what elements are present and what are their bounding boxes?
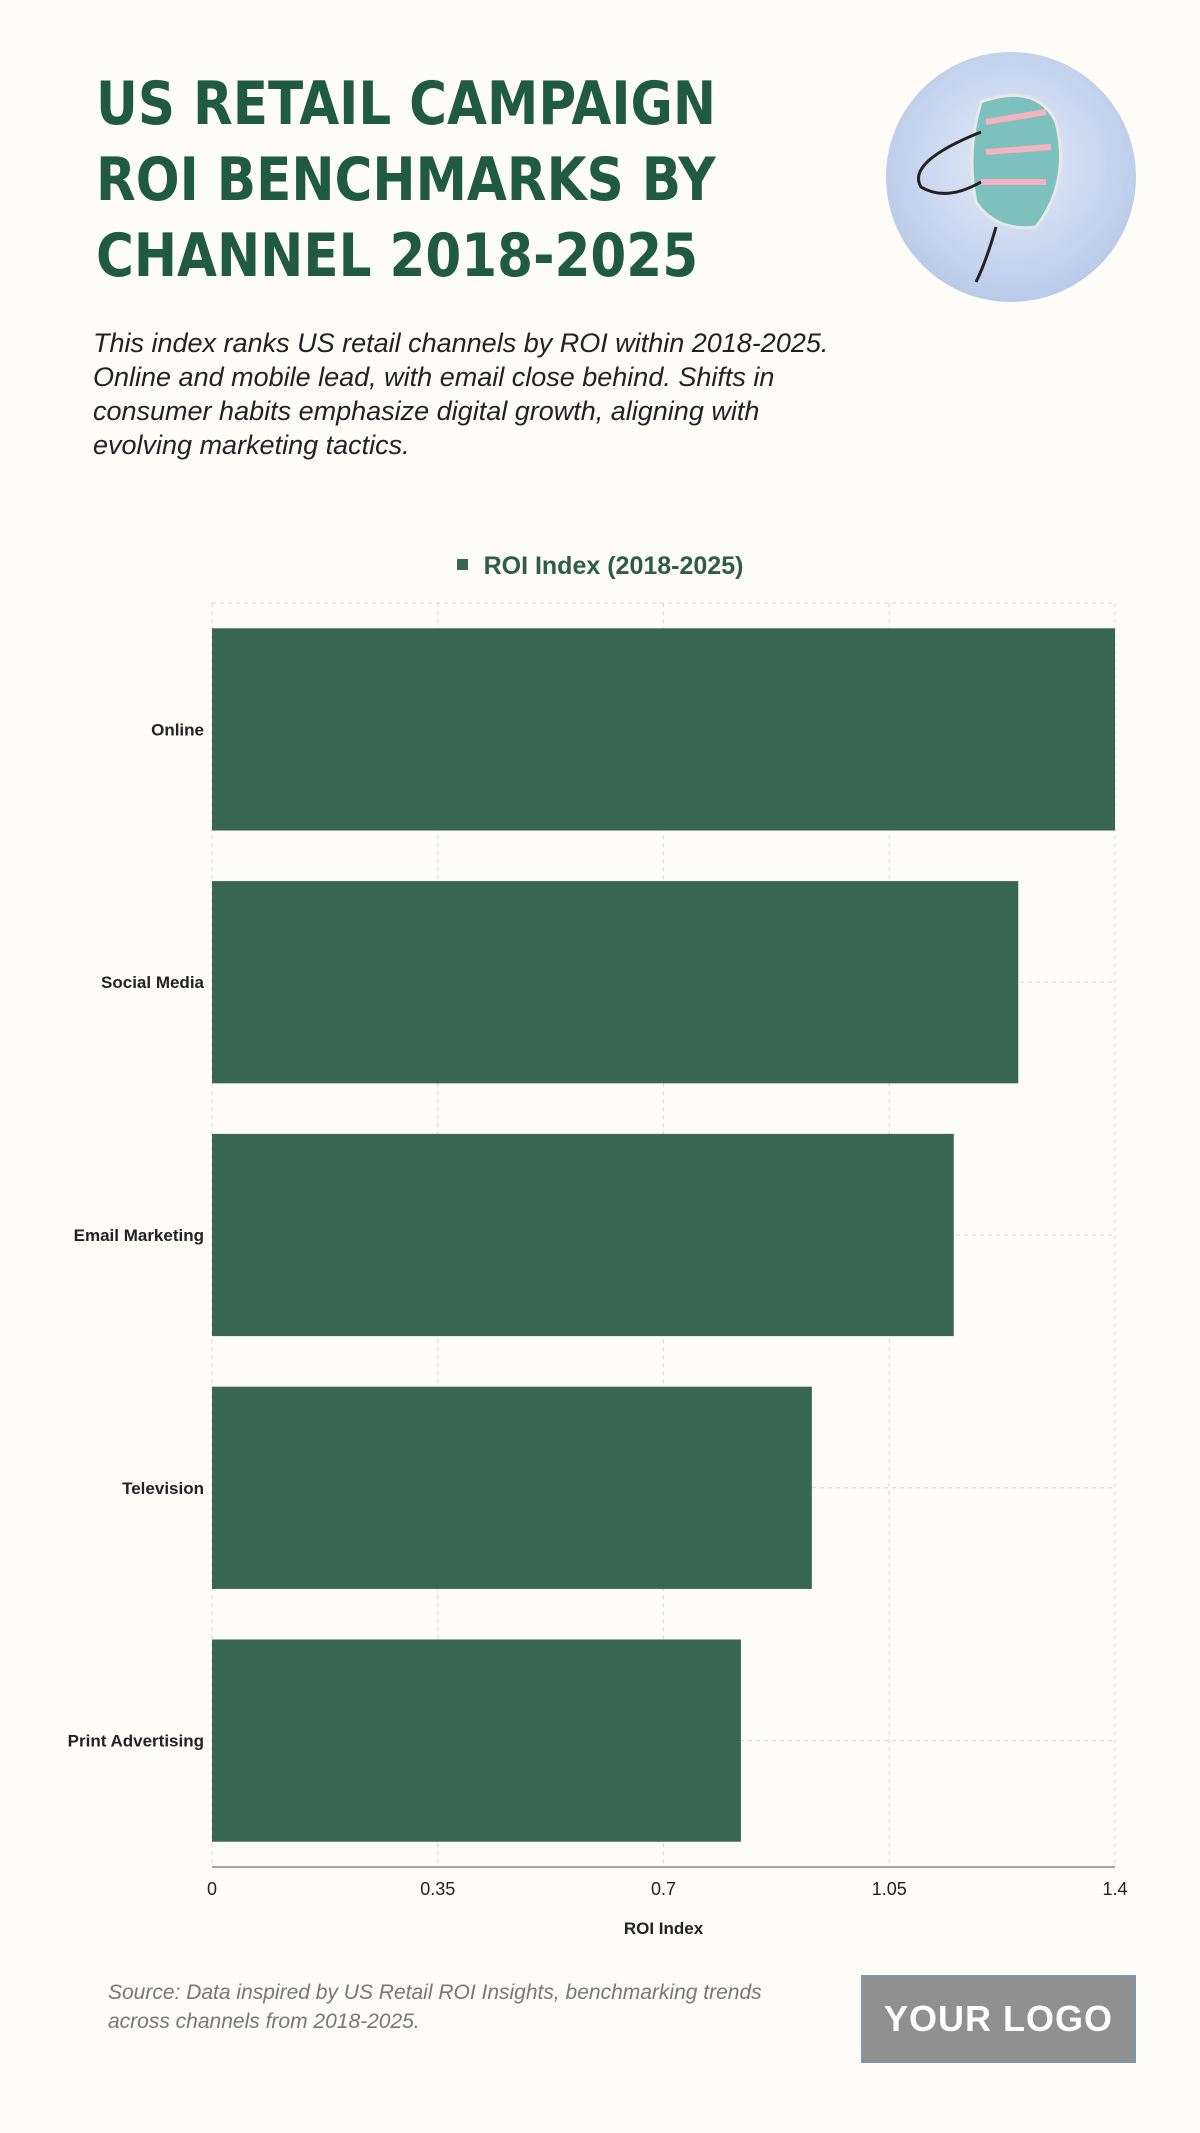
category-label: Print Advertising [68, 1732, 204, 1751]
source-note: Source: Data inspired by US Retail ROI I… [108, 1981, 762, 2033]
legend-swatch [456, 558, 468, 570]
face-mask-photo [886, 52, 1136, 302]
x-tick-label: 0 [207, 1879, 217, 1899]
bar-online [212, 628, 1115, 831]
category-label: Television [122, 1479, 204, 1498]
legend-label: ROI Index (2018-2025) [483, 552, 744, 580]
bar-email-marketing [212, 1133, 954, 1337]
chart-legend: ROI Index (2018-2025) [0, 552, 1200, 581]
x-tick-label: 0.7 [651, 1879, 676, 1899]
category-label: Online [151, 720, 204, 739]
category-label: Email Marketing [74, 1226, 204, 1245]
face-mask-icon [917, 93, 1062, 283]
x-tick-label: 0.35 [420, 1879, 455, 1899]
logo-placeholder: YOUR LOGO [861, 1975, 1136, 2063]
page-title: US Retail Campaign ROI Benchmarks by Cha… [96, 69, 717, 291]
x-tick-label: 1.05 [872, 1879, 907, 1899]
bar-television [212, 1386, 812, 1589]
bar-social-media [212, 881, 1019, 1084]
x-axis-title: ROI Index [624, 1919, 704, 1938]
bar-print-advertising [212, 1639, 741, 1842]
x-tick-label: 1.4 [1102, 1879, 1127, 1899]
page-subtitle: This index ranks US retail channels by R… [93, 328, 829, 460]
category-label: Social Media [101, 973, 205, 992]
